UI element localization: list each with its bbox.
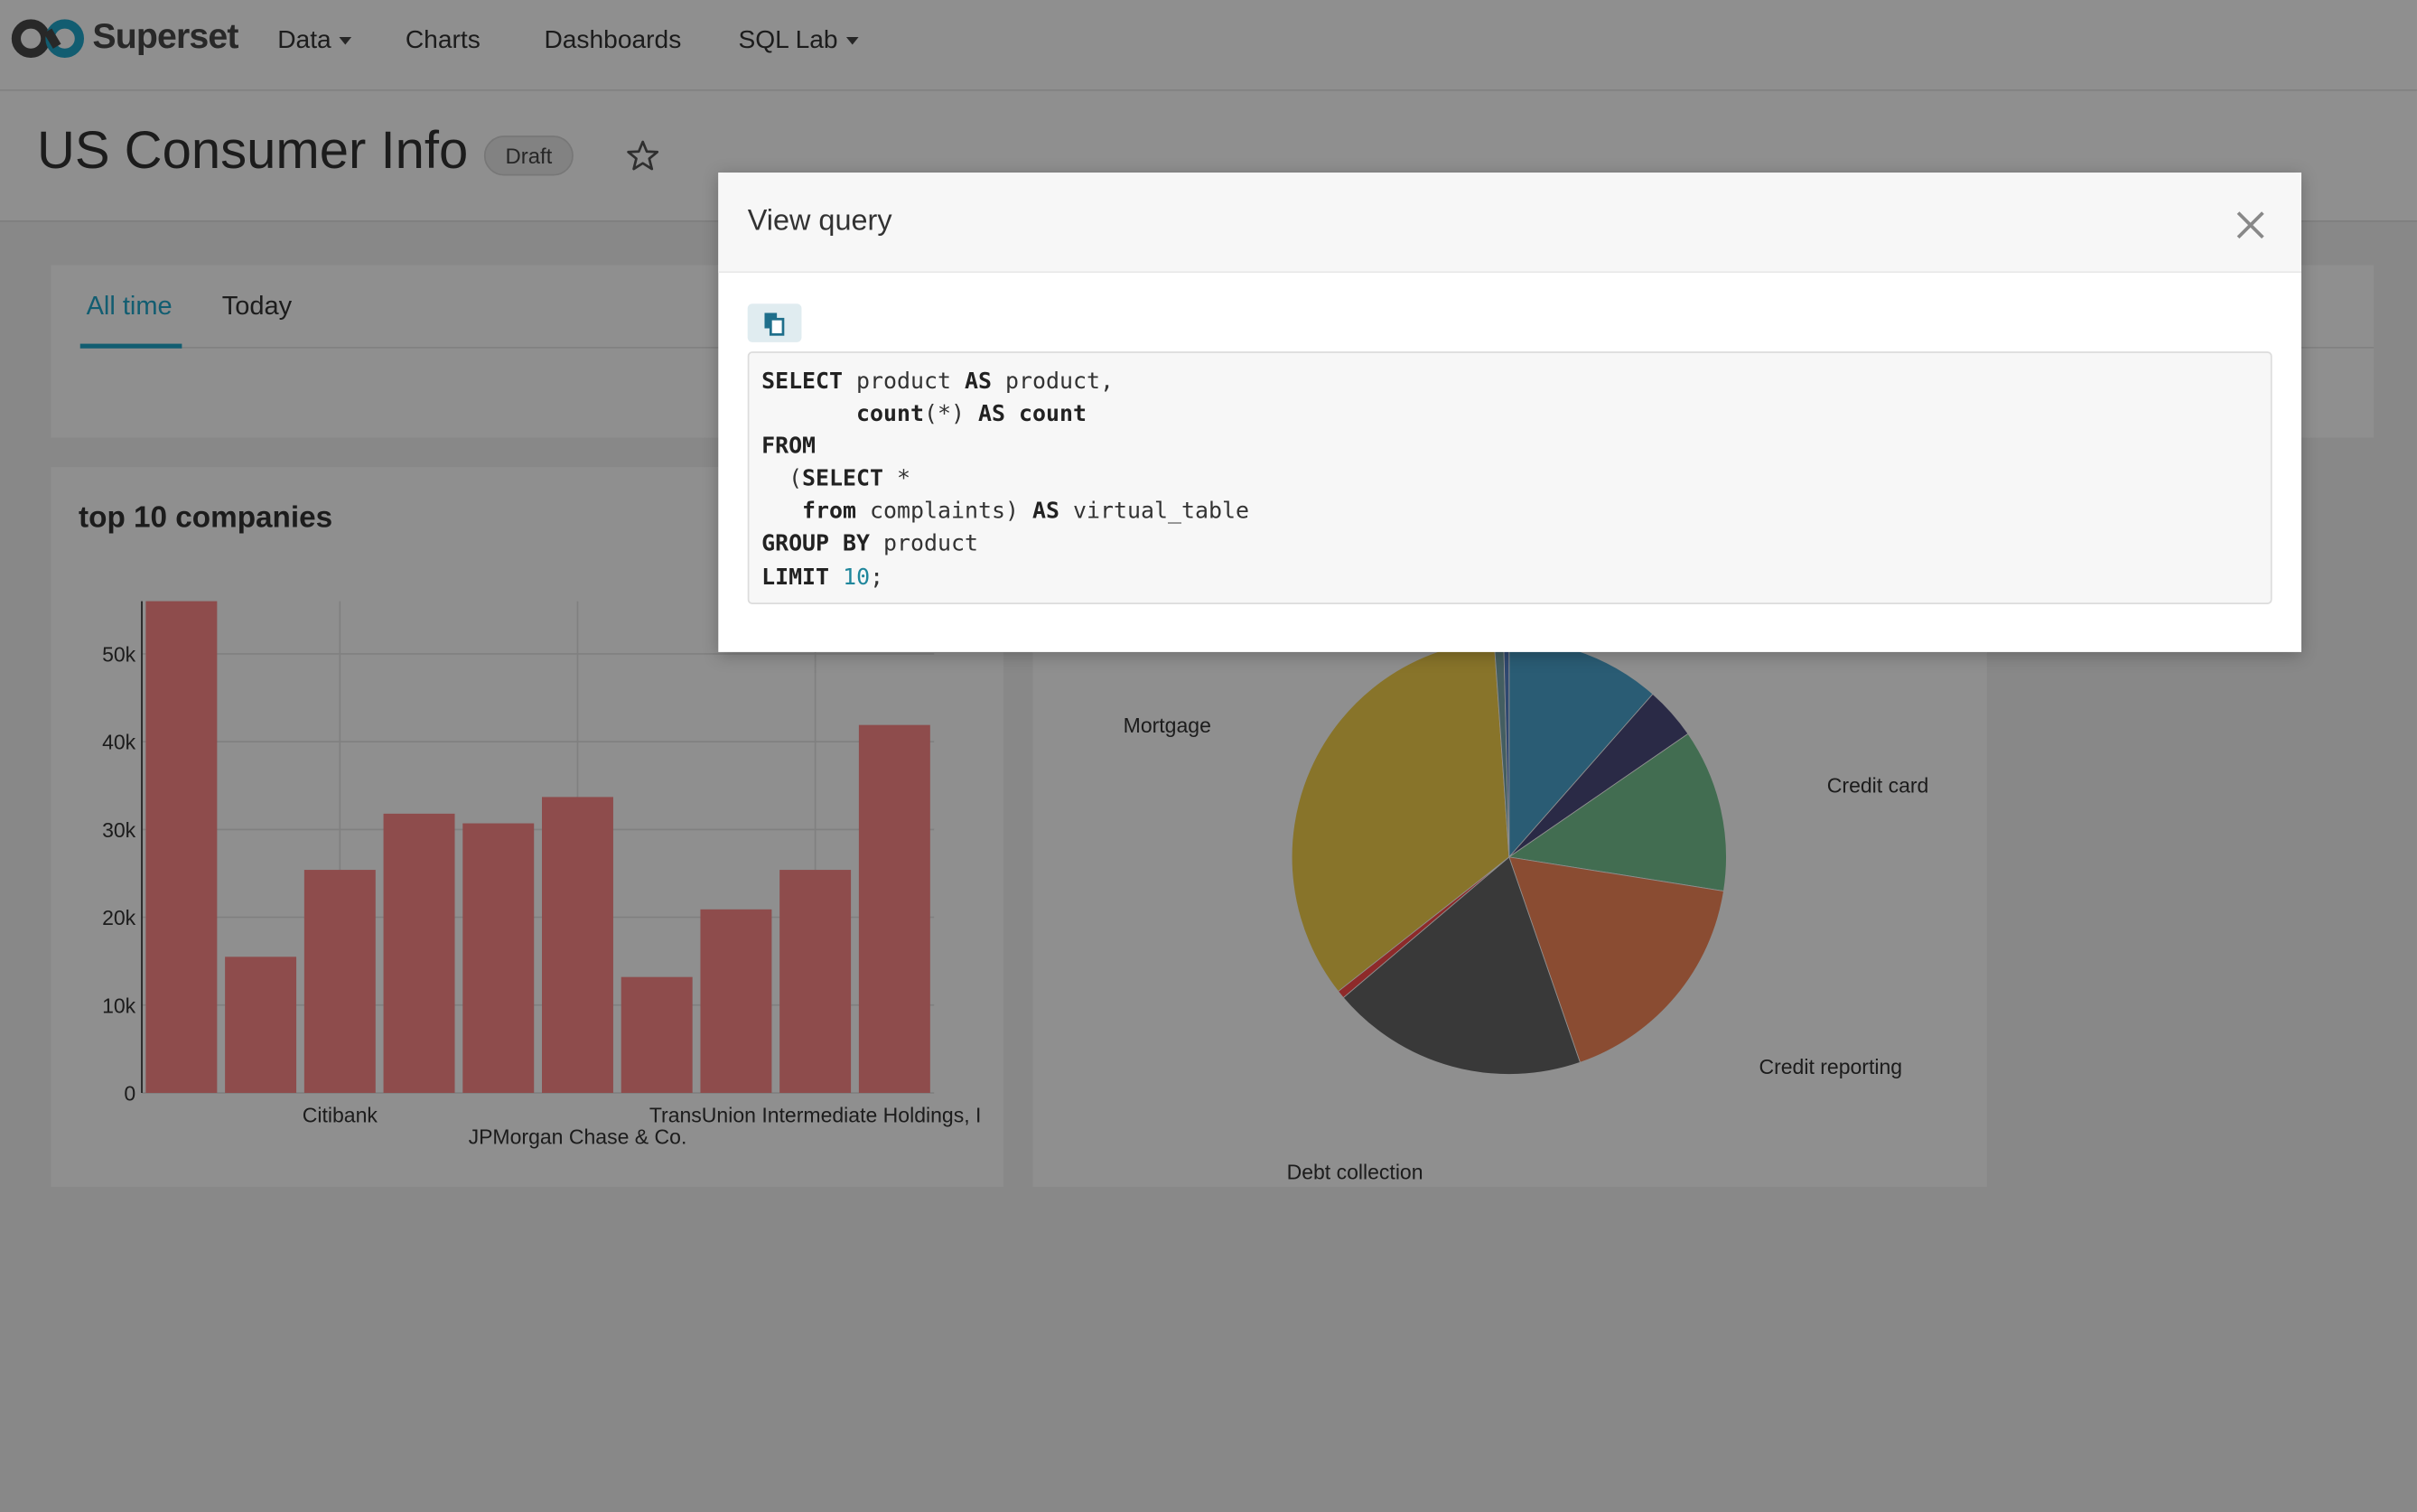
y-tick-label: 0 <box>124 1082 135 1106</box>
sql-line: SELECT product AS product, <box>761 368 1114 395</box>
pie-label: Credit reporting <box>1759 1055 1902 1078</box>
bar <box>858 724 930 1094</box>
y-tick-label: 20k <box>102 906 136 929</box>
nav-item[interactable]: Dashboards <box>544 26 682 54</box>
pie-label: Debt collection <box>1287 1161 1423 1184</box>
logo[interactable] <box>11 18 88 58</box>
modal-title: View query <box>747 204 892 238</box>
tab[interactable]: Today <box>221 291 293 321</box>
pie-chart: Credit card Credit reporting Debt collecti… <box>1124 639 1929 1184</box>
sql-line: count(*) AS count <box>856 400 1087 427</box>
bar <box>779 870 852 1094</box>
status-badge[interactable]: Draft <box>483 135 574 176</box>
nav-item[interactable]: SQL Lab <box>738 26 858 55</box>
view-query-modal: View query SELECT product AS product, co… <box>718 173 2301 652</box>
copy-button[interactable] <box>747 303 802 342</box>
sql-line: FROM <box>761 433 817 460</box>
nav-label: SQL Lab <box>738 26 838 54</box>
copy-icon <box>764 313 785 336</box>
bar <box>700 909 772 1094</box>
y-tick-label: 50k <box>102 642 136 666</box>
sql-line: (SELECT * <box>761 465 911 492</box>
pie-slice <box>1342 856 1581 1075</box>
sql-code-block: SELECT product AS product, count(*) AS c… <box>747 351 2272 604</box>
favorite-star[interactable] <box>626 139 660 173</box>
pie-label: Mortgage <box>1124 714 1211 737</box>
bar <box>145 601 218 1094</box>
nav-item[interactable]: Data <box>277 26 351 55</box>
bar-chart: 0 10k 20k 30k 40k 50k Citibank JPMorgan Chase &… <box>102 601 982 1148</box>
nav-label: Data <box>277 26 331 54</box>
sql-line: LIMIT 10; <box>761 563 884 590</box>
nav-item[interactable]: Charts <box>405 26 481 54</box>
bar <box>541 797 613 1094</box>
y-tick-label: 30k <box>102 818 136 842</box>
modal-header: View query <box>718 173 2301 274</box>
close-button[interactable] <box>2235 210 2266 240</box>
top-nav: Superset Data Charts Dashboards SQL Lab <box>0 0 2417 91</box>
x-tick-label: JPMorgan Chase & Co. <box>469 1125 687 1148</box>
tab[interactable]: All time <box>86 291 173 321</box>
active-tab-indicator <box>79 343 182 349</box>
sql-line: from complaints) AS virtual_table <box>802 498 1249 525</box>
x-tick-label: TransUnion Intermediate Holdings, I <box>649 1103 982 1126</box>
brand[interactable]: Superset <box>92 15 238 56</box>
bar <box>225 957 297 1094</box>
pie-label: Credit card <box>1827 774 1929 798</box>
pie-slice <box>1291 639 1510 993</box>
y-tick-label: 40k <box>102 731 136 754</box>
bar <box>462 823 535 1094</box>
pie-slice <box>1507 733 1727 892</box>
sql-line: GROUP BY product <box>761 530 979 557</box>
chart-title: top 10 companies <box>79 500 333 536</box>
bar <box>303 870 376 1094</box>
bar <box>621 976 693 1094</box>
dashboard-title: US Consumer Info <box>36 121 469 181</box>
x-tick-label: Citibank <box>303 1103 378 1126</box>
y-tick-label: 10k <box>102 994 136 1017</box>
bar <box>383 813 455 1094</box>
